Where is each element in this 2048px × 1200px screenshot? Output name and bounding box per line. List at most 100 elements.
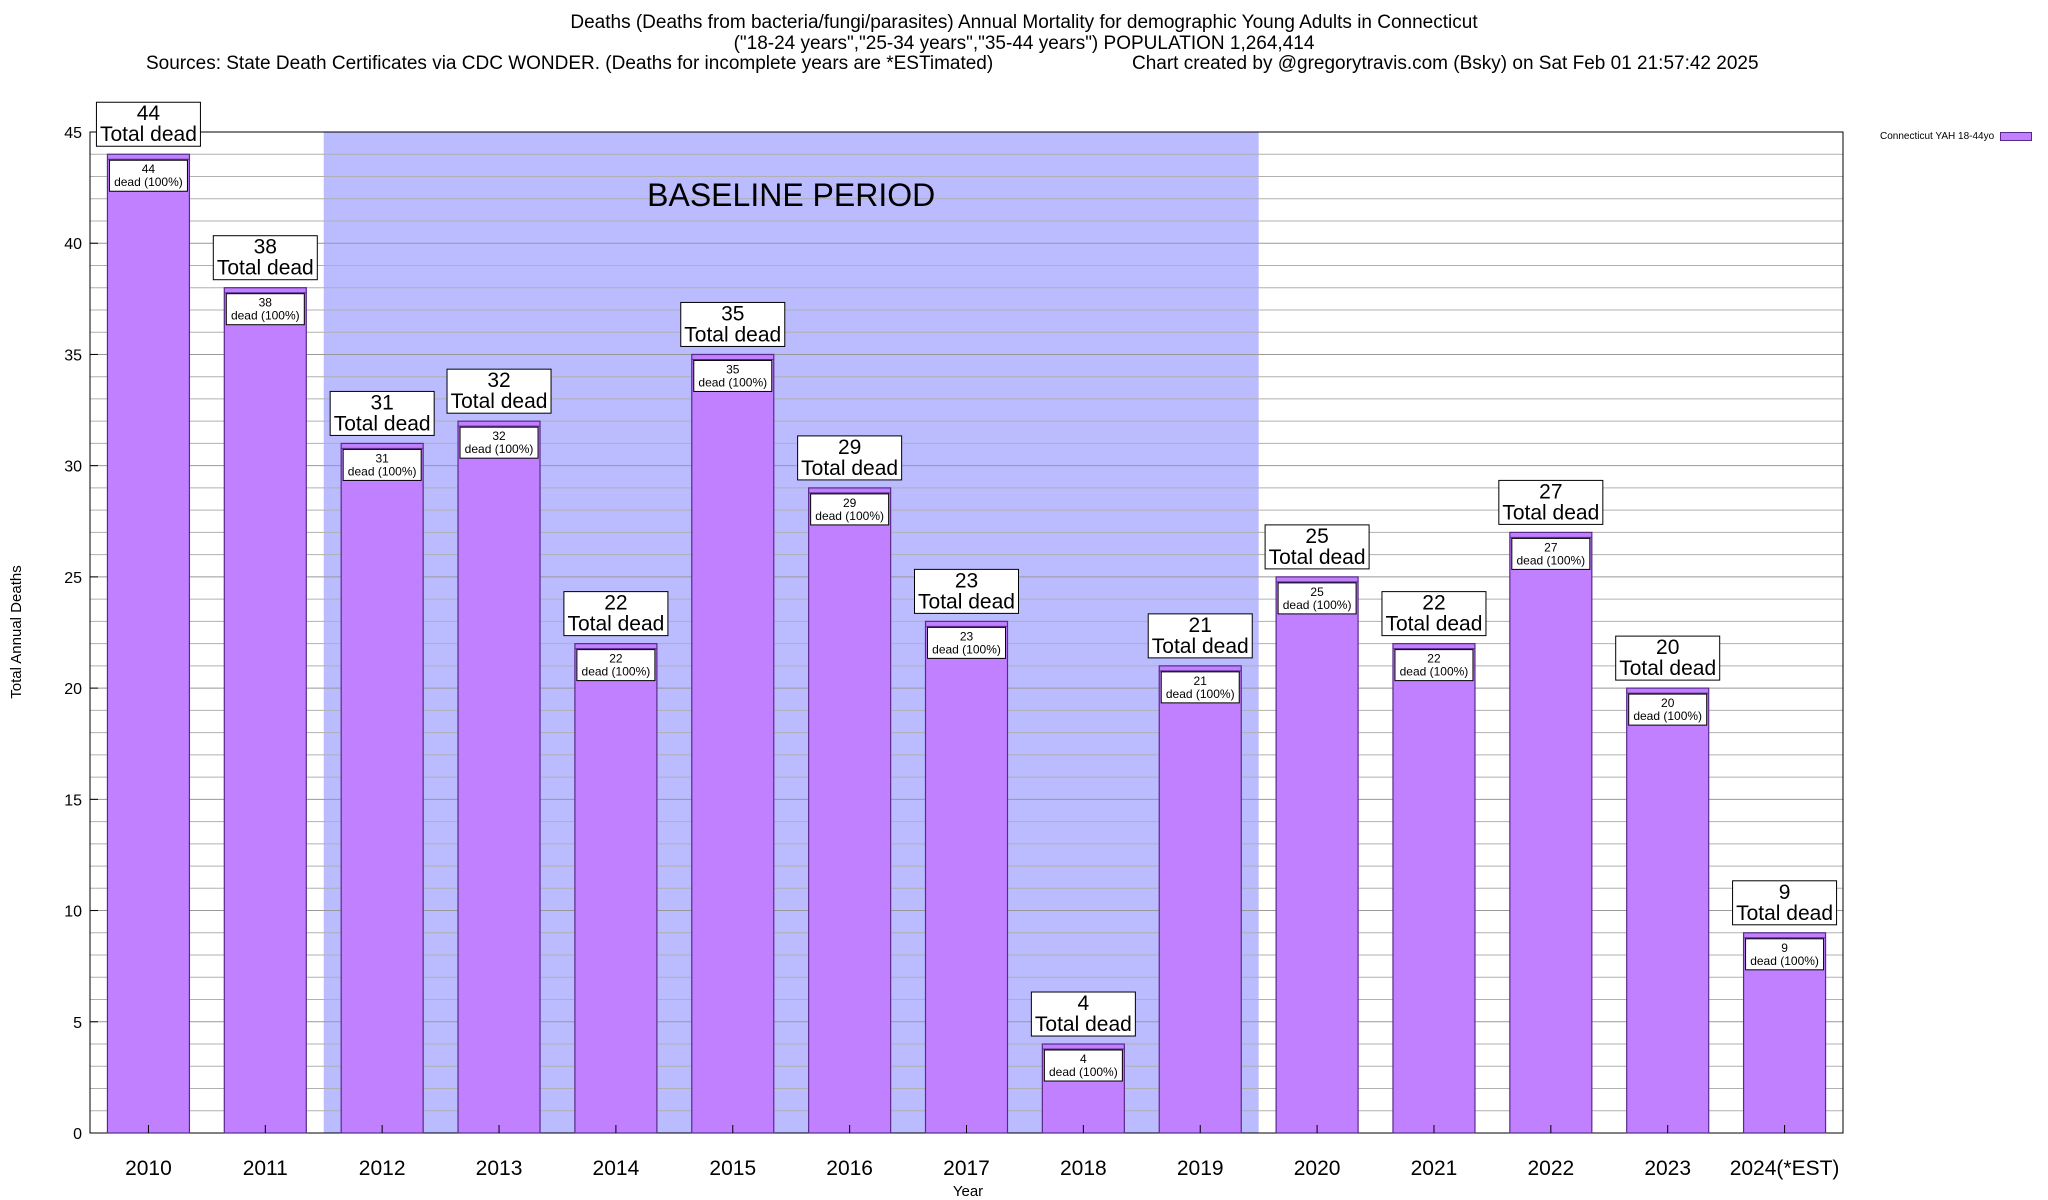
source-credit-row: Sources: State Death Certificates via CD… xyxy=(0,53,2048,75)
sources-text: Sources: State Death Certificates via CD… xyxy=(146,53,994,74)
bar-total-label-box xyxy=(446,368,552,414)
bar-total-value: 35 xyxy=(721,302,744,325)
bar xyxy=(691,353,775,1134)
bar-inner-value: 31 xyxy=(375,451,389,465)
bar-total-label-box xyxy=(1381,591,1487,637)
bar-inner-value: 4 xyxy=(1080,1052,1087,1066)
bar-inner-label-box xyxy=(342,448,422,481)
x-tick-label: 2011 xyxy=(243,1157,288,1180)
bar-inner-caption: dead (100%) xyxy=(932,642,1001,656)
bar-total-value: 4 xyxy=(1078,992,1090,1015)
bar-total-caption: Total dead xyxy=(1386,613,1483,636)
bar-inner-value: 20 xyxy=(1661,696,1675,710)
bar xyxy=(106,153,191,1134)
x-tick-label: 2019 xyxy=(1177,1157,1224,1180)
x-tick-label: 2017 xyxy=(943,1157,990,1180)
y-tick-label: 0 xyxy=(73,1126,82,1143)
legend-label: Connecticut YAH 18-44yo xyxy=(1880,131,1995,142)
bar-total-value: 22 xyxy=(604,592,627,615)
bar-inner-caption: dead (100%) xyxy=(698,375,767,389)
bar xyxy=(1392,643,1476,1134)
bar-inner-caption: dead (100%) xyxy=(1283,598,1352,612)
bar-inner-caption: dead (100%) xyxy=(1166,687,1235,701)
bar-inner-caption: dead (100%) xyxy=(465,442,534,456)
bar-total-label-box xyxy=(1147,613,1253,659)
bar-inner-value: 27 xyxy=(1544,540,1558,554)
bar-total-label-box xyxy=(1615,635,1721,681)
bar-total-caption: Total dead xyxy=(1619,657,1716,680)
bar-total-label-box xyxy=(1030,991,1136,1037)
legend-swatch xyxy=(2000,131,2033,141)
bar xyxy=(1626,687,1710,1134)
bar-total-caption: Total dead xyxy=(1035,1013,1132,1036)
bar-total-label-box xyxy=(563,591,669,637)
x-tick-label: 2013 xyxy=(476,1157,523,1180)
bar-inner-caption: dead (100%) xyxy=(1750,954,1819,968)
bar-inner-caption: dead (100%) xyxy=(1400,665,1469,679)
baseline-period-label: BASELINE PERIOD xyxy=(647,177,935,213)
x-tick-label: 2015 xyxy=(709,1157,756,1180)
x-tick-label: 2018 xyxy=(1060,1157,1107,1180)
bar-inner-label-box xyxy=(108,159,188,192)
bar-inner-label-box xyxy=(1745,938,1825,971)
bar-total-label-box xyxy=(1732,880,1838,926)
bar-inner-label-box xyxy=(576,649,656,682)
bar xyxy=(340,442,424,1134)
bar xyxy=(924,620,1009,1134)
bar-inner-caption: dead (100%) xyxy=(348,464,417,478)
chart-title: Deaths (Deaths from bacteria/fungi/paras… xyxy=(0,12,2048,54)
bar-inner-caption: dead (100%) xyxy=(582,665,651,679)
bar-inner-caption: dead (100%) xyxy=(1049,1065,1118,1079)
bar-inner-value: 44 xyxy=(142,162,156,176)
bar-total-caption: Total dead xyxy=(1152,635,1249,658)
y-tick-label: 20 xyxy=(64,681,82,698)
bar-total-caption: Total dead xyxy=(801,457,898,480)
bar-inner-label-box xyxy=(1160,671,1240,704)
bar-inner-value: 22 xyxy=(609,652,623,666)
bar-inner-value: 21 xyxy=(1194,674,1208,688)
bar-total-caption: Total dead xyxy=(451,390,548,413)
bar-total-value: 44 xyxy=(137,102,161,125)
bar-total-label-box xyxy=(212,235,318,281)
bar xyxy=(457,420,541,1134)
bar-total-label-box xyxy=(680,301,786,347)
bar-inner-label-box xyxy=(693,359,773,392)
bar-inner-caption: dead (100%) xyxy=(231,309,300,323)
y-tick-label: 25 xyxy=(64,570,82,587)
bar xyxy=(1158,665,1242,1134)
bar-inner-label-box xyxy=(225,293,305,326)
bar xyxy=(223,287,307,1134)
bar-total-caption: Total dead xyxy=(100,123,197,146)
x-tick-label: 2021 xyxy=(1411,1157,1458,1180)
credit-text: Chart created by @gregorytravis.com (Bsk… xyxy=(1132,53,1759,74)
x-tick-label: 2014 xyxy=(593,1157,640,1180)
bar-total-label-box xyxy=(1498,479,1604,525)
bar-total-caption: Total dead xyxy=(684,323,781,346)
bar-total-label-box xyxy=(95,101,201,147)
legend: Connecticut YAH 18-44yo xyxy=(1880,131,2033,142)
x-tick-label: 2020 xyxy=(1294,1157,1341,1180)
y-tick-label: 10 xyxy=(64,904,82,921)
bar-total-label-box xyxy=(797,435,903,481)
bar-inner-label-box xyxy=(1628,693,1708,726)
y-tick-label: 45 xyxy=(64,125,82,142)
y-axis-title: Total Annual Deaths xyxy=(8,565,25,698)
bar-total-value: 31 xyxy=(370,391,393,414)
bar-inner-label-box xyxy=(1277,582,1357,615)
bar-total-value: 22 xyxy=(1422,592,1445,615)
bar-total-caption: Total dead xyxy=(217,257,314,280)
bar-inner-label-box xyxy=(927,626,1006,659)
bar-total-label-box xyxy=(1264,524,1370,570)
bar-inner-caption: dead (100%) xyxy=(1633,709,1702,723)
bar-total-value: 29 xyxy=(838,436,861,459)
y-tick-label: 30 xyxy=(64,459,82,476)
bar-inner-label-box xyxy=(810,493,890,526)
bar xyxy=(574,643,658,1134)
bar-total-value: 38 xyxy=(254,236,277,259)
bar-inner-value: 23 xyxy=(960,629,974,643)
bar xyxy=(1509,531,1593,1134)
x-tick-label: 2016 xyxy=(826,1157,873,1180)
y-tick-label: 40 xyxy=(64,236,82,253)
bar-inner-label-box xyxy=(1043,1049,1123,1082)
